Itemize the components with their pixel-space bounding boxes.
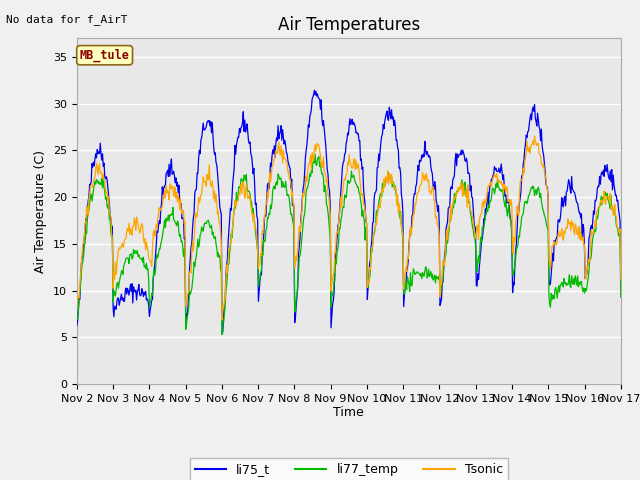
Text: No data for f_AirT: No data for f_AirT bbox=[6, 14, 128, 25]
Legend: li75_t, li77_temp, Tsonic: li75_t, li77_temp, Tsonic bbox=[190, 458, 508, 480]
X-axis label: Time: Time bbox=[333, 407, 364, 420]
Title: Air Temperatures: Air Temperatures bbox=[278, 16, 420, 34]
Text: MB_tule: MB_tule bbox=[80, 48, 129, 62]
Y-axis label: Air Temperature (C): Air Temperature (C) bbox=[35, 150, 47, 273]
